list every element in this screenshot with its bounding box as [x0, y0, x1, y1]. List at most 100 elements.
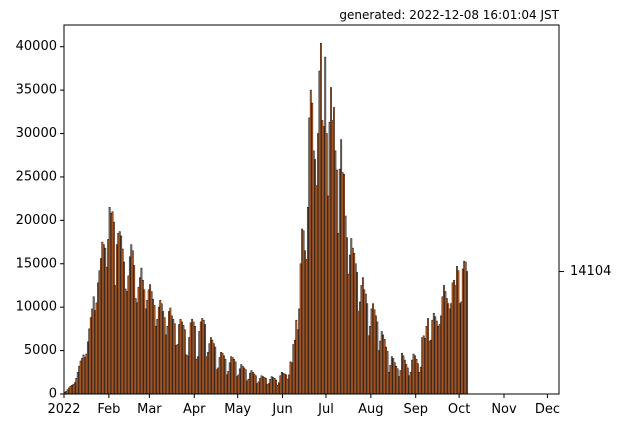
bar [418, 371, 421, 395]
bar [399, 370, 402, 395]
bar [373, 309, 376, 395]
bar [382, 334, 385, 395]
bar [324, 56, 327, 395]
bar [253, 373, 256, 395]
bar [186, 355, 189, 395]
bar [251, 371, 254, 395]
bar [392, 358, 395, 395]
bar [157, 306, 160, 395]
bar [450, 303, 453, 395]
bar [415, 358, 418, 395]
bar [244, 369, 247, 395]
bar [236, 376, 238, 395]
bar [304, 250, 306, 395]
y-tick-label: 0 [49, 387, 57, 402]
x-tick-label: Dec [535, 402, 560, 417]
bar [434, 316, 437, 395]
generated-timestamp: generated: 2022-12-08 16:01:04 JST [339, 8, 559, 22]
bar [199, 321, 202, 395]
bar [192, 321, 195, 395]
bar [422, 335, 425, 395]
bar [99, 258, 102, 395]
bar [84, 357, 86, 395]
bar [347, 273, 350, 395]
bar [159, 299, 162, 395]
bar [76, 371, 79, 395]
bar [66, 389, 69, 395]
bar [269, 378, 272, 395]
bar [176, 344, 179, 395]
bar [359, 301, 361, 395]
bar [166, 325, 169, 395]
bar [396, 368, 399, 395]
x-tick-label: May [224, 402, 251, 417]
bar [296, 329, 299, 395]
bar [321, 120, 324, 395]
bar [256, 383, 259, 395]
bar [169, 307, 172, 395]
bar [337, 233, 340, 395]
latest-value-annotation: 14104 [559, 264, 611, 279]
bar [173, 323, 176, 395]
bar [380, 331, 383, 395]
bar [435, 320, 438, 395]
bar [250, 370, 253, 395]
bar [181, 321, 183, 395]
bar [299, 263, 302, 395]
bar [144, 308, 147, 395]
bar [298, 308, 301, 395]
bar [231, 357, 234, 395]
bar [441, 296, 444, 395]
bar [185, 354, 188, 395]
plot-frame [63, 24, 560, 395]
y-tick-label: 5000 [24, 343, 57, 358]
bar [237, 374, 240, 395]
bar [411, 359, 414, 395]
bar [440, 315, 442, 395]
bar [152, 299, 154, 395]
bar [98, 270, 101, 395]
bar [168, 311, 170, 395]
bar [221, 352, 224, 395]
bar [301, 228, 304, 395]
bar [156, 319, 159, 395]
bar [291, 362, 293, 395]
bar [408, 375, 411, 395]
bar [377, 350, 380, 395]
bar [389, 365, 392, 395]
bar [105, 266, 108, 395]
bar [104, 247, 107, 395]
bar [227, 371, 230, 395]
bar [286, 378, 289, 395]
bar [131, 250, 134, 395]
bar [429, 339, 432, 395]
bar [266, 384, 269, 395]
bar [139, 277, 141, 395]
bar [160, 303, 163, 395]
bar [246, 380, 249, 395]
bar [308, 117, 311, 395]
bar [398, 376, 400, 395]
bar [267, 383, 270, 395]
bar [383, 338, 386, 395]
bar [367, 335, 370, 395]
bar [312, 150, 315, 395]
bar [327, 195, 330, 395]
bar [306, 207, 309, 395]
bar [218, 357, 221, 395]
bar [241, 365, 244, 395]
bar [254, 375, 257, 395]
bar [95, 302, 98, 395]
bar [249, 372, 251, 395]
bar [228, 362, 231, 395]
bar [348, 254, 351, 395]
bar [264, 378, 267, 395]
bar [111, 211, 114, 395]
bar [453, 279, 455, 395]
bar [393, 362, 396, 395]
bar [107, 239, 110, 395]
bar [141, 279, 144, 395]
bar [280, 371, 283, 395]
bar [211, 339, 214, 395]
bar [102, 244, 105, 395]
